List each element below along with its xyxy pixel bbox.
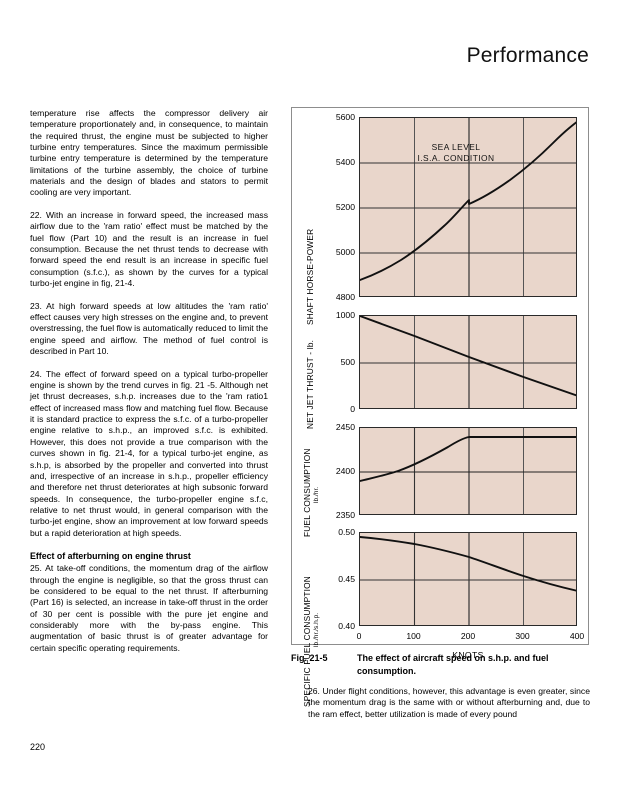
ytick-0-50: 0.50 — [338, 527, 355, 537]
page-number: 220 — [30, 742, 46, 752]
ytick-5400: 5400 — [335, 157, 355, 167]
figure-caption: Fig. 21-5 The effect of aircraft speed o… — [291, 652, 591, 677]
ytick-1000: 1000 — [335, 310, 355, 320]
xtick-400: 400 — [569, 631, 585, 641]
xtick-100: 100 — [406, 631, 421, 641]
njt-svg — [360, 316, 576, 408]
xtick-0: 0 — [356, 631, 362, 641]
ytick-500: 500 — [340, 357, 355, 367]
axis-label-knots: KNOTS — [452, 650, 484, 660]
plot-area-net-jet-thrust — [359, 315, 577, 409]
section-subheading: Effect of afterburning on engine thrust — [30, 551, 191, 562]
xtick-300: 300 — [515, 631, 530, 641]
paragraph-26: 26. Under flight conditions, however, th… — [308, 686, 590, 719]
sfc-svg — [360, 533, 576, 625]
axis-label-specific-fuel-consumption: SPECIFIC FUEL CONSUMPTION — [302, 575, 312, 707]
axis-label-net-jet-thrust: NET JET THRUST - lb. — [305, 339, 315, 429]
figure-21-5: SHAFT HORSE-POWER 5600 5400 5200 5000 48… — [291, 107, 589, 707]
xtick-200: 200 — [460, 631, 476, 641]
figure-caption-text: The effect of aircraft speed on s.h.p. a… — [357, 653, 549, 676]
fc-svg — [360, 428, 576, 514]
plot-area-shaft-horse-power — [359, 117, 577, 297]
shp-svg — [360, 118, 576, 296]
ytick-5600: 5600 — [335, 112, 355, 122]
annotation-line-1: SEA LEVEL — [431, 142, 481, 152]
right-text-column: 26. Under flight conditions, however, th… — [308, 686, 590, 720]
ytick-4800: 4800 — [335, 292, 355, 302]
ytick-2400: 2400 — [335, 466, 355, 476]
paragraph-continuation: temperature rise affects the compressor … — [30, 108, 268, 198]
ytick-0-40: 0.40 — [338, 621, 355, 631]
ytick-5000: 5000 — [335, 247, 355, 257]
ytick-0: 0 — [350, 404, 355, 414]
ytick-2350: 2350 — [335, 510, 355, 520]
page-header-title: Performance — [466, 44, 589, 67]
axis-label-fuel-consumption: FUEL CONSUMPTION — [302, 448, 312, 537]
annotation-line-2: I.S.A. CONDITION — [417, 153, 495, 163]
ytick-2450: 2450 — [335, 422, 355, 432]
plot-area-specific-fuel-consumption — [359, 532, 577, 626]
left-text-column: temperature rise affects the compressor … — [30, 108, 268, 654]
axis-label-shaft-horse-power: SHAFT HORSE-POWER — [305, 228, 315, 325]
ytick-0-45: 0.45 — [338, 574, 355, 584]
figure-caption-number: Fig. 21-5 — [291, 653, 328, 663]
paragraph-25: 25. At take-off conditions, the momentum… — [30, 563, 268, 653]
ytick-5200: 5200 — [335, 202, 355, 212]
paragraph-23: 23. At high forward speeds at low altitu… — [30, 300, 268, 357]
chart-annotation: SEA LEVEL I.S.A. CONDITION — [391, 142, 521, 164]
paragraph-22: 22. With an increase in forward speed, t… — [30, 210, 268, 289]
paragraph-24: 24. The effect of forward speed on a typ… — [30, 368, 268, 538]
plot-area-fuel-consumption — [359, 427, 577, 515]
axis-units-fuel-consumption: lb./hr. — [313, 486, 320, 503]
chart-stack: SHAFT HORSE-POWER 5600 5400 5200 5000 48… — [291, 107, 589, 707]
